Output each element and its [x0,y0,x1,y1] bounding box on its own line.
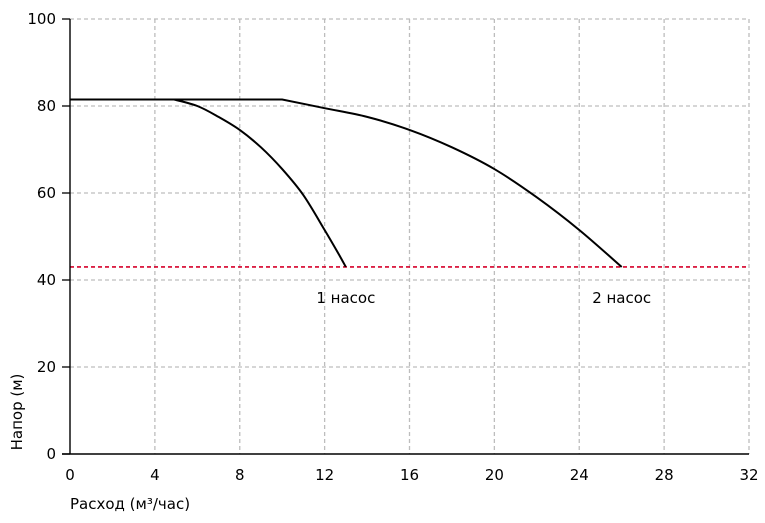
y-tick-label: 0 [46,445,56,463]
x-tick-label: 0 [65,466,75,484]
x-tick-label: 24 [570,466,589,484]
x-tick-label: 32 [739,466,758,484]
x-tick-label: 16 [400,466,419,484]
curves [70,98,623,268]
grid [70,18,750,454]
x-tick-label: 20 [485,466,504,484]
x-tick-label: 28 [655,466,674,484]
y-tick-label: 100 [27,10,56,28]
curve-label-2: 2 насос [592,289,651,307]
x-tick-label: 4 [150,466,160,484]
x-tick-label: 8 [235,466,245,484]
curve-labels: 1 насос 2 насос [316,289,651,307]
axes [62,18,749,455]
x-axis-title: Расход (м³/час) [70,495,190,513]
tick-labels: 0 4 8 12 16 20 24 28 32 0 20 40 60 80 100 [27,10,758,484]
y-tick-label: 80 [37,97,56,115]
curve-label-1: 1 насос [316,289,375,307]
y-tick-label: 20 [37,358,56,376]
y-tick-label: 60 [37,184,56,202]
pump-curve-2 [70,98,623,268]
y-tick-label: 40 [37,271,56,289]
y-axis-title: Напор (м) [8,374,26,451]
pump-curve-1 [70,98,347,268]
x-tick-label: 12 [315,466,334,484]
